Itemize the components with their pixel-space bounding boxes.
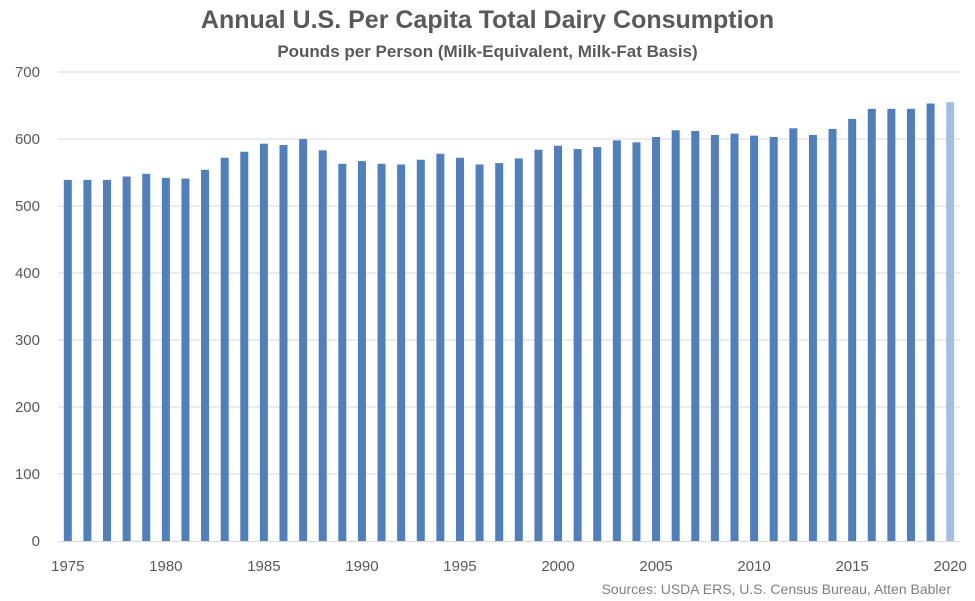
- bar: [436, 153, 445, 542]
- bar: [612, 140, 621, 541]
- bar: [652, 136, 661, 542]
- bar: [710, 134, 719, 542]
- bar: [632, 142, 641, 541]
- bar: [142, 173, 151, 541]
- x-tick-label: 2010: [737, 558, 770, 575]
- x-tick-label: 1990: [345, 558, 378, 575]
- bar: [357, 161, 366, 542]
- chart-subtitle: Pounds per Person (Milk-Equivalent, Milk…: [277, 42, 698, 61]
- x-tick-label: 1980: [149, 558, 182, 575]
- bar: [259, 143, 268, 541]
- bar: [122, 176, 131, 541]
- bar: [201, 169, 210, 541]
- bar: [828, 128, 837, 541]
- bar: [514, 158, 523, 541]
- chart-source: Sources: USDA ERS, U.S. Census Bureau, A…: [601, 581, 951, 597]
- bar: [887, 108, 896, 541]
- bar: [240, 151, 249, 542]
- x-tick-label: 2015: [835, 558, 868, 575]
- x-tick-label: 2000: [541, 558, 574, 575]
- bar: [475, 164, 484, 541]
- bar: [671, 130, 680, 542]
- bar: [83, 179, 92, 541]
- y-tick-label: 100: [15, 466, 40, 483]
- bar: [593, 147, 602, 542]
- bar: [181, 178, 190, 541]
- bar: [789, 128, 798, 541]
- chart-title: Annual U.S. Per Capita Total Dairy Consu…: [200, 6, 775, 34]
- bar: [103, 179, 112, 541]
- x-tick-label: 2020: [934, 558, 967, 575]
- y-tick-label: 200: [15, 399, 40, 416]
- y-tick-label: 700: [15, 64, 40, 81]
- bar: [161, 177, 170, 542]
- bar: [416, 159, 425, 541]
- bar: [808, 134, 817, 542]
- bar: [455, 157, 464, 541]
- bar: [554, 145, 563, 541]
- bar: [926, 103, 935, 542]
- bar: [220, 157, 229, 541]
- x-tick-label: 2005: [639, 558, 672, 575]
- y-tick-label: 300: [15, 332, 40, 349]
- bar: [867, 108, 876, 541]
- bar: [377, 163, 386, 542]
- bar: [397, 164, 406, 541]
- bar: [63, 179, 72, 541]
- bar: [946, 102, 955, 542]
- bar: [848, 118, 857, 542]
- y-tick-label: 0: [32, 533, 40, 550]
- y-tick-label: 400: [15, 265, 40, 282]
- bar: [279, 145, 288, 541]
- y-tick-label: 600: [15, 131, 40, 148]
- x-tick-label: 1995: [443, 558, 476, 575]
- bar: [906, 108, 915, 541]
- bar: [691, 130, 700, 541]
- bar: [318, 150, 327, 541]
- bar: [299, 139, 308, 541]
- bar: [495, 163, 504, 541]
- bar: [534, 149, 543, 541]
- y-tick-label: 500: [15, 198, 40, 215]
- x-tick-label: 1975: [51, 558, 84, 575]
- bar: [730, 133, 739, 541]
- bar: [338, 163, 347, 542]
- x-tick-label: 1985: [247, 558, 280, 575]
- bar: [769, 136, 778, 542]
- bar: [573, 149, 582, 542]
- bar: [750, 135, 759, 541]
